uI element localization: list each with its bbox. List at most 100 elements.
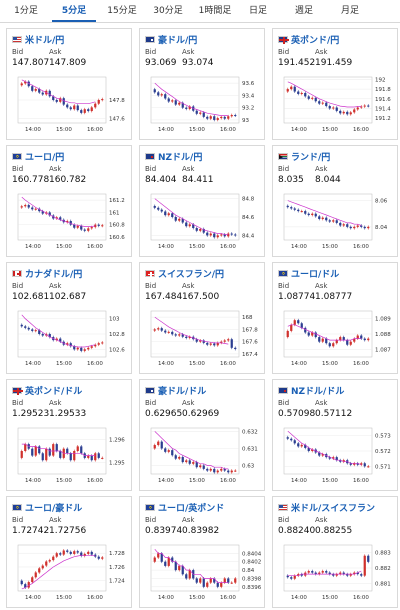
currency-card[interactable]: ユーロ/英ポンド Bid Ask 0.83974 0.83982 0.8396 0.8398… bbox=[139, 496, 265, 608]
bid-value: 0.57098 bbox=[278, 409, 316, 419]
candle bbox=[48, 90, 51, 97]
candle bbox=[328, 106, 331, 109]
candle bbox=[55, 553, 58, 557]
candle bbox=[101, 225, 104, 227]
candle bbox=[349, 112, 352, 115]
pair-name[interactable]: スイスフラン/円 bbox=[158, 269, 225, 280]
tab-1hour[interactable]: 1時間足 bbox=[198, 6, 232, 16]
tab-weekly[interactable]: 週足 bbox=[294, 6, 313, 16]
currency-card[interactable]: 米ドル/スイスフラン Bid Ask 0.88240 0.88255 0.881 0.882… bbox=[272, 496, 398, 608]
currency-card[interactable]: カナダドル/円 Bid Ask 102.681 102.687 102.6 102.8 103… bbox=[6, 262, 132, 374]
candlestick-chart[interactable]: 0.63 0.631 0.632 14:00 15:00 16:00 bbox=[143, 424, 263, 486]
candle bbox=[87, 551, 90, 554]
candlestick-chart[interactable]: 160.6 160.8 161 161.2 14:00 15:00 16:00 bbox=[10, 190, 130, 252]
pair-name[interactable]: ユーロ/英ポンド bbox=[158, 503, 225, 514]
pair-name[interactable]: NZドル/円 bbox=[158, 152, 203, 163]
currency-card[interactable]: 豪ドル/ドル Bid Ask 0.62965 0.62969 0.63 0.631 0.632… bbox=[139, 379, 265, 491]
candle bbox=[213, 233, 216, 238]
candlestick-chart[interactable]: 0.8396 0.8398 0.84 0.8402 0.8404 14:00 15:00 16… bbox=[143, 541, 263, 603]
candlestick-chart[interactable]: 167.4 167.6 167.8 168 14:00 15:00 16:00 bbox=[143, 307, 263, 369]
candle bbox=[52, 556, 55, 561]
candle bbox=[20, 324, 23, 327]
candle bbox=[66, 343, 69, 345]
candle bbox=[293, 320, 296, 325]
candlestick-chart[interactable]: 93 93.2 93.4 93.6 14:00 15:00 16:00 bbox=[143, 73, 263, 135]
candle bbox=[363, 463, 366, 467]
x-tick-label: 15:00 bbox=[56, 127, 72, 133]
candle bbox=[185, 460, 188, 463]
card-header: 英ポンド/ドル bbox=[12, 384, 83, 397]
currency-card[interactable]: スイスフラン/円 Bid Ask 167.484 167.500 167.4 167.6 16… bbox=[139, 262, 265, 374]
candlestick-chart[interactable]: 8.04 8.06 14:00 15:00 16:00 bbox=[276, 190, 396, 252]
currency-card[interactable]: 英ポンド/ドル Bid Ask 1.29523 1.29533 1.295 1.296 14:… bbox=[6, 379, 132, 491]
y-tick-label: 102.8 bbox=[109, 332, 125, 338]
x-tick-label: 16:00 bbox=[220, 244, 236, 250]
pair-name[interactable]: 豪ドル/円 bbox=[158, 35, 198, 46]
candle bbox=[59, 338, 62, 342]
tab-1min[interactable]: 1分足 bbox=[14, 6, 38, 16]
pair-name[interactable]: 米ドル/円 bbox=[25, 35, 65, 46]
candlestick-chart[interactable]: 1.724 1.726 1.728 14:00 15:00 16:00 bbox=[10, 541, 130, 603]
currency-card[interactable]: 豪ドル/円 Bid Ask 93.069 93.074 93 93.2 93.4 93.6 14:… bbox=[139, 28, 265, 140]
candlestick-chart[interactable]: 102.6 102.8 103 14:00 15:00 16:00 bbox=[10, 307, 130, 369]
x-tick-label: 16:00 bbox=[87, 595, 103, 601]
tab-30min[interactable]: 30分足 bbox=[153, 6, 183, 16]
currency-card[interactable]: NZドル/ドル Bid Ask 0.57098 0.57112 0.571 0.572 0.5… bbox=[272, 379, 398, 491]
candlestick-chart[interactable]: 191.2 191.4 191.6 191.8 192 14:00 15:00 16:00 bbox=[276, 73, 396, 135]
pair-name[interactable]: ランド/円 bbox=[291, 152, 331, 163]
currency-card[interactable]: 英ポンド/円 Bid Ask 191.452 191.459 191.2 191.4 191.… bbox=[272, 28, 398, 140]
pair-name[interactable]: 米ドル/スイスフラン bbox=[291, 503, 376, 514]
pair-name[interactable]: ユーロ/円 bbox=[25, 152, 65, 163]
candle bbox=[153, 205, 156, 208]
candlestick-chart[interactable]: 0.881 0.882 0.883 14:00 15:00 16:00 bbox=[276, 541, 396, 603]
candle bbox=[174, 100, 177, 105]
candle bbox=[353, 109, 356, 113]
y-tick-label: 0.882 bbox=[375, 566, 391, 572]
candle bbox=[171, 331, 174, 335]
bid-label: Bid bbox=[278, 516, 290, 524]
candle bbox=[27, 327, 30, 330]
candlestick-chart[interactable]: 84.4 84.6 84.8 14:00 15:00 16:00 bbox=[143, 190, 263, 252]
candle bbox=[73, 346, 76, 350]
candle bbox=[290, 324, 293, 331]
currency-card[interactable]: ランド/円 Bid Ask 8.035 8.044 8.04 8.06 14:00 15:00 1… bbox=[272, 145, 398, 257]
pair-name[interactable]: カナダドル/円 bbox=[25, 269, 83, 280]
currency-card[interactable]: ユーロ/豪ドル Bid Ask 1.72742 1.72756 1.724 1.726 1.7… bbox=[6, 496, 132, 608]
candle bbox=[20, 206, 23, 208]
bid-value: 1.29523 bbox=[12, 409, 50, 419]
currency-card[interactable]: 米ドル/円 Bid Ask 147.807 147.809 147.6 147.8 14:00… bbox=[6, 28, 132, 140]
candle bbox=[304, 92, 307, 97]
candlestick-chart[interactable]: 147.6 147.8 14:00 15:00 16:00 bbox=[10, 73, 130, 135]
candle bbox=[167, 98, 170, 102]
candle bbox=[167, 450, 170, 452]
moving-average-line bbox=[287, 430, 362, 466]
candle bbox=[353, 226, 356, 229]
candle bbox=[293, 208, 296, 210]
y-tick-label: 0.84 bbox=[242, 568, 255, 574]
pair-name[interactable]: 英ポンド/ドル bbox=[25, 386, 83, 397]
candlestick-chart[interactable]: 1.087 1.088 1.089 14:00 15:00 16:00 bbox=[276, 307, 396, 369]
candle bbox=[360, 463, 363, 465]
tab-5min[interactable]: 5分足 bbox=[52, 0, 96, 22]
x-tick-label: 14:00 bbox=[25, 478, 41, 484]
candle bbox=[97, 556, 100, 559]
ask-value: 84.411 bbox=[182, 175, 214, 185]
currency-card[interactable]: NZドル/円 Bid Ask 84.404 84.411 84.4 84.6 84.8 14:0… bbox=[139, 145, 265, 257]
x-tick-label: 14:00 bbox=[158, 478, 174, 484]
candle bbox=[335, 220, 338, 223]
candle bbox=[227, 233, 230, 237]
pair-name[interactable]: NZドル/ドル bbox=[291, 386, 345, 397]
tab-daily[interactable]: 日足 bbox=[248, 6, 267, 16]
currency-card[interactable]: ユーロ/ドル Bid Ask 1.08774 1.08777 1.087 1.088 1.08… bbox=[272, 262, 398, 374]
pair-name[interactable]: ユーロ/ドル bbox=[291, 269, 340, 280]
tab-monthly[interactable]: 月足 bbox=[340, 6, 359, 16]
candlestick-chart[interactable]: 1.295 1.296 14:00 15:00 16:00 bbox=[10, 424, 130, 486]
pair-name[interactable]: ユーロ/豪ドル bbox=[25, 503, 83, 514]
tab-15min[interactable]: 15分足 bbox=[107, 6, 137, 16]
candle bbox=[69, 453, 72, 461]
currency-card[interactable]: ユーロ/円 Bid Ask 160.778 160.782 160.6 160.8 161 16… bbox=[6, 145, 132, 257]
pair-name[interactable]: 豪ドル/ドル bbox=[158, 386, 207, 397]
pair-name[interactable]: 英ポンド/円 bbox=[291, 35, 340, 46]
candle bbox=[27, 582, 30, 588]
candlestick-chart[interactable]: 0.571 0.572 0.573 14:00 15:00 16:00 bbox=[276, 424, 396, 486]
